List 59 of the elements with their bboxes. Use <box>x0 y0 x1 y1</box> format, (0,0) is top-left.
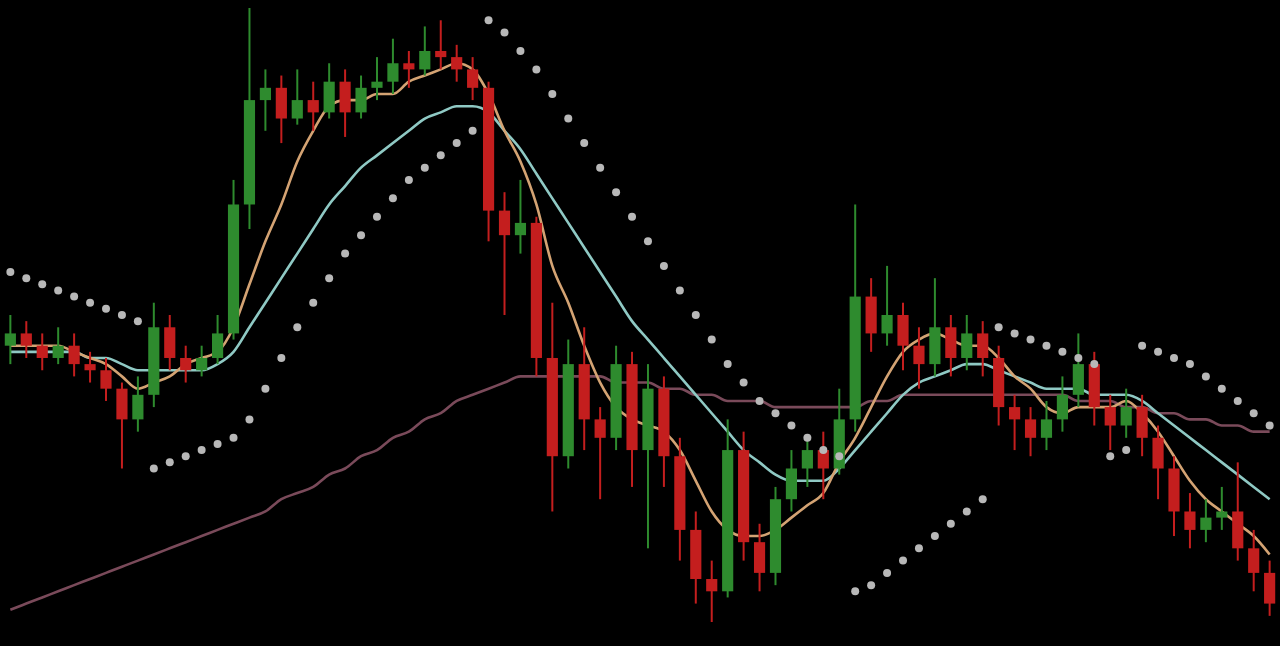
candlestick <box>419 25 431 77</box>
candlestick <box>594 406 606 501</box>
candlestick <box>1216 485 1228 531</box>
candlestick <box>785 449 798 513</box>
candlestick <box>1040 399 1053 452</box>
candlestick <box>514 178 527 255</box>
candlestick <box>212 314 224 366</box>
candlestick <box>945 314 957 378</box>
candlestick <box>1120 387 1132 439</box>
candlestick <box>1248 528 1260 593</box>
candlestick <box>36 332 48 372</box>
candlestick <box>403 49 415 89</box>
candlestick <box>1264 559 1276 617</box>
candlestick <box>1232 461 1244 562</box>
candlestick <box>1104 393 1116 452</box>
candlestick <box>801 436 813 488</box>
candlestick <box>1200 498 1212 544</box>
candlestick <box>1088 350 1100 427</box>
candlestick <box>435 19 447 71</box>
candlestick <box>52 326 64 366</box>
candlestick <box>323 62 335 120</box>
candlestick <box>164 314 176 372</box>
candlestick <box>1168 455 1180 538</box>
candlestick <box>20 320 32 359</box>
candlestick <box>1024 406 1037 458</box>
candlestick <box>1072 332 1084 409</box>
candlestick <box>116 381 128 470</box>
candlestick <box>897 301 909 372</box>
candlestick <box>961 314 973 372</box>
candlestick <box>451 43 463 83</box>
candlestick <box>259 68 271 132</box>
candlestick <box>1056 375 1068 433</box>
candlestick <box>68 332 80 378</box>
candlestick <box>881 264 893 347</box>
candlestick <box>467 56 479 102</box>
candlestick <box>1184 492 1196 550</box>
candlestick <box>1136 393 1148 458</box>
candlestick <box>291 68 303 126</box>
candlestick <box>865 277 877 353</box>
candlestick <box>275 74 287 145</box>
candlestick <box>387 37 399 95</box>
candlestick <box>307 80 319 132</box>
candlestick <box>180 344 192 384</box>
candlestick <box>498 191 511 316</box>
candlestick <box>706 559 718 623</box>
candlestick <box>371 56 383 102</box>
candlestick <box>100 356 112 402</box>
candlestick <box>339 68 351 138</box>
candlestick <box>355 74 367 120</box>
candlestick <box>913 326 925 390</box>
candlestick <box>753 522 766 593</box>
candlestick <box>4 314 16 366</box>
candlestick <box>1152 424 1164 501</box>
candlestick <box>196 344 208 378</box>
candlestick <box>977 320 989 378</box>
candlestick <box>84 350 96 384</box>
candlestick <box>132 375 144 433</box>
candlestick <box>1009 393 1021 452</box>
candlestick <box>929 277 941 378</box>
